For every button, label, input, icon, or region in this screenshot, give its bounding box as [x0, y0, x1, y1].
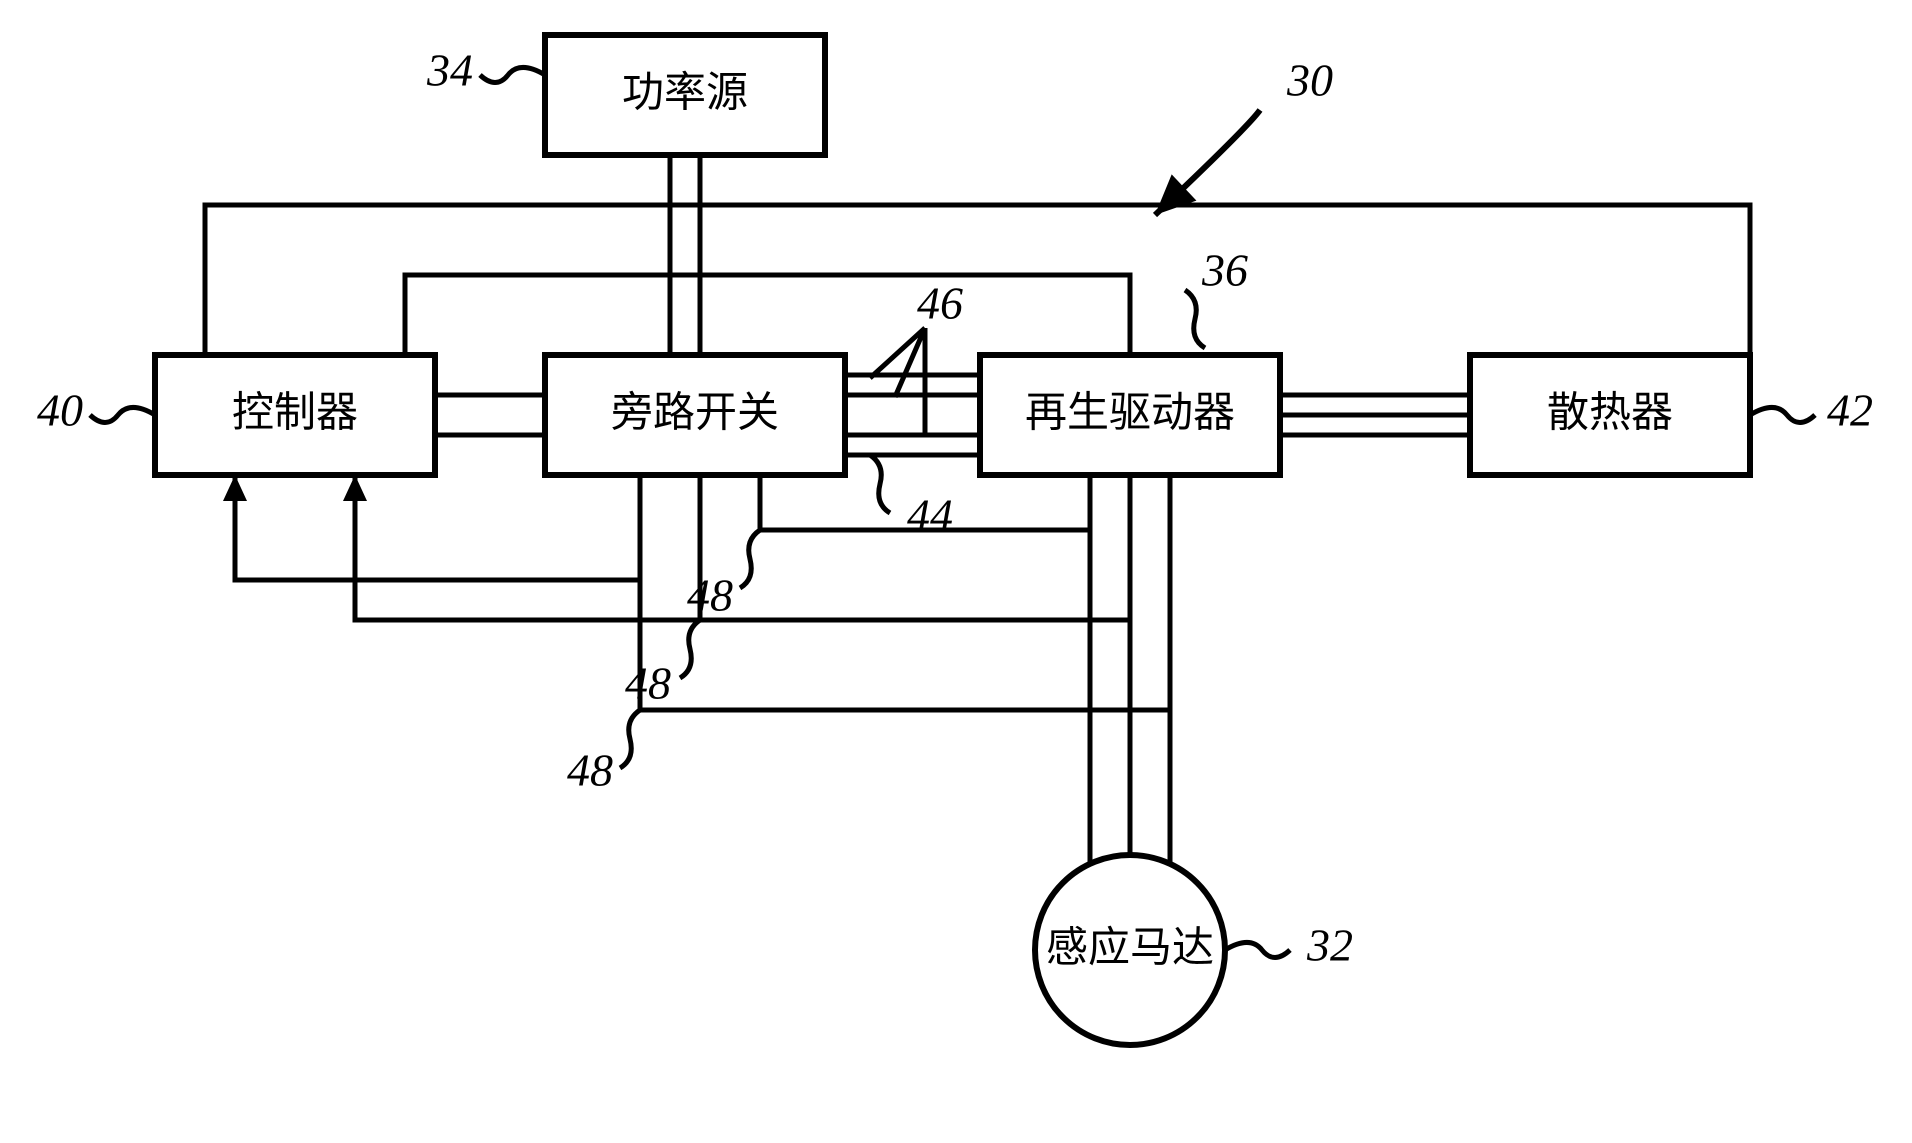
wires-layer — [193, 155, 1750, 862]
leader-lead44 — [870, 455, 890, 513]
wire-top_to_regen — [405, 275, 1130, 355]
leader-lead34 — [480, 68, 545, 83]
leader-lead48a — [740, 530, 760, 588]
leader-lead40 — [90, 408, 155, 423]
ctrl-label: 控制器 — [232, 391, 358, 437]
refnum-42-5: 42 — [1827, 385, 1873, 436]
refnum-44-6: 44 — [907, 490, 953, 541]
refnum-34-0: 34 — [426, 45, 473, 96]
block-diagram: 功率源控制器旁路开关再生驱动器散热器感应马达 34303646404244484… — [0, 0, 1912, 1143]
power-label: 功率源 — [622, 70, 748, 117]
leader-lead32 — [1225, 943, 1290, 958]
sink-label: 散热器 — [1547, 391, 1673, 437]
wire-ctrl_fb_right — [355, 475, 700, 620]
leader-lead42 — [1750, 408, 1815, 423]
refnum-32-10: 32 — [1306, 920, 1353, 971]
refnum-36-2: 36 — [1201, 245, 1248, 296]
refnums-layer: 3430364640424448484832 — [37, 45, 1873, 971]
arrow-ctrl_fb_left — [223, 475, 247, 501]
motor-label: 感应马达 — [1046, 925, 1214, 972]
refnum-46-3: 46 — [917, 278, 963, 329]
refnum-48-8: 48 — [625, 658, 671, 709]
regen-label: 再生驱动器 — [1025, 391, 1235, 437]
arrow-ctrl_fb_right — [343, 475, 367, 501]
refnum-30-1: 30 — [1286, 55, 1333, 106]
wire-ctrl_fb_left — [235, 475, 640, 580]
refnum-40-4: 40 — [37, 385, 83, 436]
refnum-48-9: 48 — [567, 745, 613, 796]
leader-lead46 — [870, 328, 925, 437]
refnum-48-7: 48 — [687, 570, 733, 621]
leader-lead48b — [680, 620, 700, 678]
bypass-label: 旁路开关 — [611, 390, 779, 437]
leader-lead48c — [620, 710, 640, 768]
leader-lead36 — [1185, 290, 1205, 348]
